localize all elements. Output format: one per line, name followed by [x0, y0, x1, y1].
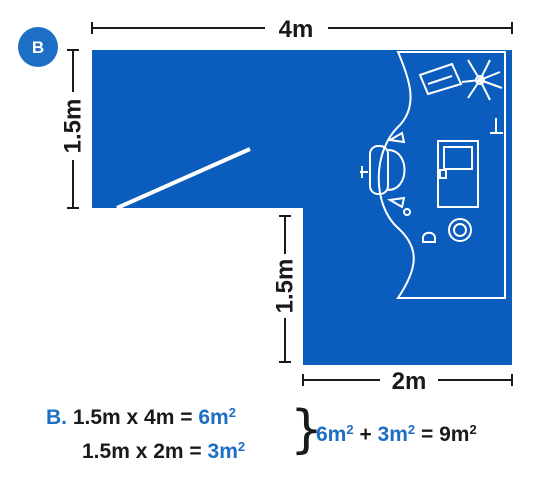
dimension-left-label: 1.5m — [60, 99, 87, 154]
l-shaped-room — [92, 50, 512, 365]
calc-total-part-1: 6m2 — [316, 422, 354, 446]
dimension-top-label: 4m — [279, 16, 314, 43]
dimension-inner-label: 1.5m — [272, 259, 299, 314]
dimension-bottom-label: 2m — [392, 368, 427, 395]
desk-outline-icon — [377, 51, 506, 299]
door-line — [116, 147, 251, 210]
calc-line-2: 1.5m x 2m = 3m2 — [82, 439, 246, 463]
badge-label: B — [32, 38, 44, 57]
plant-icon — [461, 59, 503, 101]
calc-line-1: B. 1.5m x 4m = 6m2 — [46, 405, 236, 429]
calc-line-2-result: 3m2 — [207, 439, 246, 463]
phone-icon — [448, 218, 472, 242]
dimension-bottom — [302, 374, 513, 386]
calc-total: 6m2 + 3m2 = 9m2 — [316, 422, 477, 446]
office-furniture — [360, 51, 506, 299]
mouse-icon — [422, 231, 436, 243]
calc-line-1-expr: 1.5m x 4m = — [72, 406, 193, 429]
dimension-left — [67, 49, 79, 209]
calc-total-part-2: 3m2 — [377, 422, 416, 446]
calc-line-1-result: 6m2 — [198, 405, 236, 429]
papers-icon — [418, 62, 463, 96]
calc-total-plus: + — [359, 423, 372, 446]
dimension-top — [91, 22, 513, 34]
monitor-icon — [437, 140, 479, 208]
dimension-inner — [279, 215, 291, 363]
office-chair-icon — [360, 131, 406, 209]
curly-brace-icon: } — [290, 400, 324, 460]
lamp-icon — [490, 118, 503, 134]
calc-prefix: B. — [46, 406, 67, 429]
calc-total-result: = 9m2 — [420, 422, 477, 446]
calc-line-2-expr: 1.5m x 2m = — [82, 440, 202, 463]
badge-circle — [18, 27, 58, 67]
